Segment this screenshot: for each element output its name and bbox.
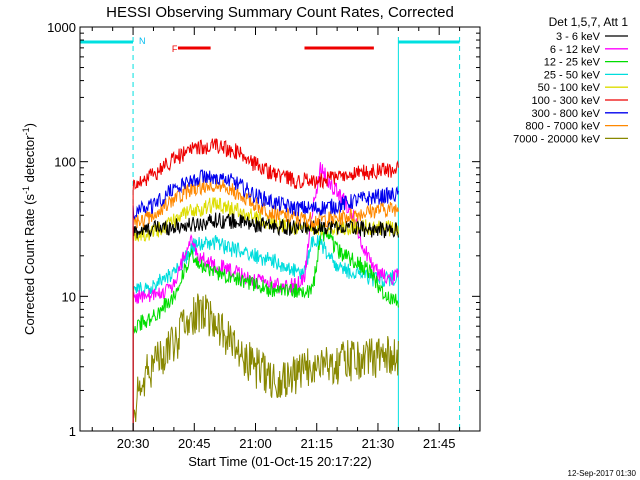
series-line-800-7000-kev <box>132 176 399 431</box>
night-label: N <box>139 36 146 46</box>
legend-entry-label: 6 - 12 keV <box>550 44 601 56</box>
legend-title: Det 1,5,7, Att 1 <box>549 15 629 29</box>
legend-entry-label: 25 - 50 keV <box>544 69 601 81</box>
y-axis-label-sup2: -1 <box>21 127 31 135</box>
legend-entry-label: 100 - 300 keV <box>532 95 601 107</box>
y-axis-label-end: ) <box>22 123 37 127</box>
y-axis-label: Corrected Count Rate (s-1 detector-1) <box>21 123 37 335</box>
series-line-12-25-kev <box>132 225 399 431</box>
y-axis-label-main: Corrected Count Rate (s <box>22 194 37 335</box>
x-axis: 20:30 20:45 21:00 21:15 21:30 21:45 <box>91 27 461 451</box>
series-line-7000-20000-kev <box>132 293 399 431</box>
x-axis-label: Start Time (01-Oct-15 20:17:22) <box>188 454 372 469</box>
legend-entry-label: 7000 - 20000 keV <box>513 133 601 145</box>
legend-entry-label: 50 - 100 keV <box>538 82 601 94</box>
series-line-300-800-kev <box>132 169 399 431</box>
x-tick-label: 21:30 <box>362 436 395 451</box>
series-line-25-50-kev <box>132 235 399 431</box>
plot-area: NF <box>79 36 461 431</box>
legend-entry-label: 3 - 6 keV <box>556 31 601 43</box>
footer-date: 12-Sep-2017 01:30 <box>568 469 637 478</box>
x-tick-label: 21:15 <box>300 436 333 451</box>
y-axis-label-sup1: -1 <box>21 186 31 194</box>
series-line-3-6-kev <box>132 212 399 431</box>
y-tick-label: 100 <box>54 155 76 170</box>
y-axis: 1 10 100 1000 <box>47 20 480 439</box>
x-tick-label: 20:45 <box>178 436 211 451</box>
x-tick-label: 20:30 <box>117 436 150 451</box>
flare-label: F <box>172 44 178 54</box>
plot-frame <box>79 26 481 432</box>
x-tick-label: 21:45 <box>423 436 456 451</box>
y-tick-label: 1000 <box>47 20 76 35</box>
y-axis-label-mid: detector <box>22 135 37 186</box>
series-line-100-300-kev <box>132 138 399 431</box>
legend-entry-label: 300 - 800 keV <box>532 108 601 120</box>
y-tick-label: 1 <box>69 424 76 439</box>
chart-title: HESSI Observing Summary Count Rates, Cor… <box>106 4 454 21</box>
x-tick-label: 21:00 <box>239 436 272 451</box>
y-tick-label: 10 <box>62 289 76 304</box>
legend-entry-label: 800 - 7000 keV <box>525 121 600 133</box>
legend-entry-label: 12 - 25 keV <box>544 57 601 69</box>
